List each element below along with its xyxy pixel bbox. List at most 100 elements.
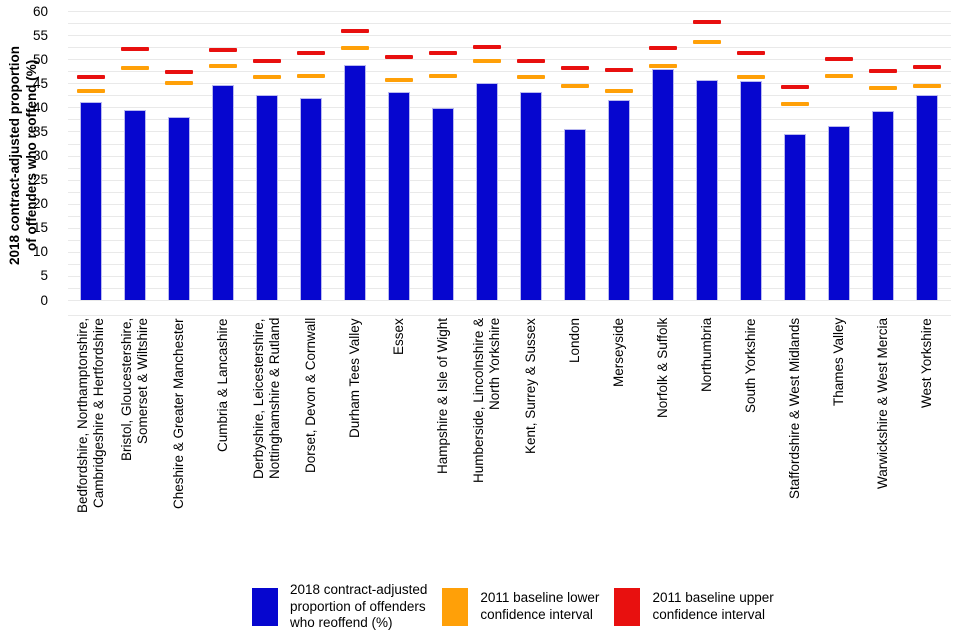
x-axis-label-wrap: Norfolk & Suffolk (641, 318, 685, 563)
lower-ci-dash (737, 74, 765, 79)
upper-ci-dash (209, 47, 237, 52)
y-tick-label: 0 (40, 292, 48, 308)
x-axis-label: Hampshire & Isle of Wight (435, 318, 450, 475)
lower-ci-dash (297, 74, 325, 78)
lower-ci-dash (561, 83, 589, 88)
bar (168, 117, 190, 300)
x-axis-label-wrap: Kent, Surrey & Sussex (509, 318, 553, 563)
x-axis-label: Staffordshire & West Midlands (787, 318, 802, 500)
grid-line (68, 95, 951, 97)
legend-label: 2018 contract-adjusted proportion of off… (290, 582, 428, 630)
bar (608, 99, 630, 300)
lower-ci-dash (121, 66, 149, 71)
grid-line (68, 59, 951, 61)
legend-item-upper-ci: 2011 baseline upper confidence interval (614, 582, 774, 632)
upper-ci-dash (781, 85, 809, 90)
bar (564, 129, 586, 300)
upper-ci-dash (253, 59, 281, 64)
upper-ci-dash (649, 45, 677, 50)
grid-line (68, 155, 951, 157)
x-axis-label-wrap: Cumbria & Lancashire (201, 318, 245, 563)
bar (696, 80, 718, 300)
grid-line (68, 263, 951, 265)
x-axis-label: West Yorkshire (919, 318, 934, 408)
x-axis-label: Norfolk & Suffolk (655, 318, 670, 419)
upper-ci-dash (737, 51, 765, 56)
x-axis-label-wrap: Humberside, Lincolnshire & North Yorkshi… (465, 318, 509, 563)
upper-ci-dash (869, 68, 897, 73)
lower-ci-dash (781, 101, 809, 106)
upper-ci-dash (517, 59, 545, 64)
lower-ci-dash (341, 45, 369, 50)
x-axis-label-wrap: West Yorkshire (905, 318, 949, 563)
grid-line (68, 71, 951, 73)
legend-swatch-orange (442, 587, 469, 626)
lower-ci-dash (473, 58, 501, 63)
x-axis-label: Cheshire & Greater Manchester (171, 318, 186, 509)
bar (212, 85, 234, 300)
bar (740, 80, 762, 300)
upper-ci-dash (561, 66, 589, 71)
lower-ci-dash (209, 64, 237, 69)
bar (300, 98, 322, 300)
grid-line (68, 47, 951, 49)
upper-ci-dash (473, 44, 501, 49)
x-axis-label-wrap: Bristol, Gloucestershire, Somerset & Wil… (113, 318, 157, 563)
lower-ci-dash (913, 84, 941, 89)
x-axis-label-wrap: Merseyside (597, 318, 641, 563)
lower-ci-dash (869, 86, 897, 91)
x-axis-label-wrap: Staffordshire & West Midlands (773, 318, 817, 563)
x-axis-label: Merseyside (611, 318, 626, 388)
x-axis-label-wrap: Bedfordshire, Northamptonshire, Cambridg… (69, 318, 113, 563)
x-axis-label-wrap: South Yorkshire (729, 318, 773, 563)
x-axis-label: Derbyshire, Leicestershire, Nottinghamsh… (251, 318, 282, 480)
axis-bottom-line (68, 315, 951, 316)
y-tick-label: 15 (32, 220, 48, 236)
lower-ci-dash (253, 74, 281, 79)
y-tick-label: 20 (32, 196, 48, 212)
grid-line (68, 119, 951, 121)
grid-line (68, 227, 951, 229)
bar (916, 95, 938, 300)
x-axis-label: Dorset, Devon & Cornwall (303, 318, 318, 474)
bar (476, 82, 498, 300)
bar (828, 125, 850, 300)
upper-ci-dash (385, 54, 413, 59)
x-axis-label-wrap: Essex (377, 318, 421, 563)
lower-ci-dash (429, 73, 457, 78)
upper-ci-dash (165, 70, 193, 75)
x-axis-label-wrap: Thames Valley (817, 318, 861, 563)
x-axis-label: Cumbria & Lancashire (215, 318, 230, 452)
legend: 2018 contract-adjusted proportion of off… (252, 582, 774, 632)
grid-line (68, 167, 951, 169)
lower-ci-dash (649, 63, 677, 68)
legend-label: 2011 baseline upper confidence interval (652, 590, 774, 622)
upper-ci-dash (605, 67, 633, 72)
legend-item-bars: 2018 contract-adjusted proportion of off… (252, 582, 427, 632)
bar (432, 107, 454, 300)
lower-ci-dash (825, 73, 853, 78)
grid-line (68, 143, 951, 145)
lower-ci-dash (165, 80, 193, 85)
x-axis-label: South Yorkshire (743, 318, 758, 413)
lower-ci-dash (77, 88, 105, 93)
upper-ci-dash (913, 65, 941, 70)
upper-ci-dash (77, 75, 105, 79)
lower-ci-dash (385, 77, 413, 82)
upper-ci-dash (121, 47, 149, 52)
y-tick-label: 45 (32, 75, 48, 91)
bar (80, 102, 102, 300)
grid-line (68, 275, 951, 277)
legend-swatch-red (614, 587, 641, 626)
legend-item-lower-ci: 2011 baseline lower confidence interval (442, 582, 599, 632)
bar (784, 133, 806, 300)
bar (872, 111, 894, 300)
grid-line (68, 215, 951, 217)
x-axis-label: Thames Valley (831, 318, 846, 407)
x-axis-label: Bristol, Gloucestershire, Somerset & Wil… (119, 318, 150, 462)
upper-ci-dash (429, 51, 457, 56)
legend-label: 2011 baseline lower confidence interval (480, 590, 600, 622)
bar (256, 95, 278, 300)
y-tick-label: 30 (32, 148, 48, 163)
upper-ci-dash (693, 20, 721, 25)
